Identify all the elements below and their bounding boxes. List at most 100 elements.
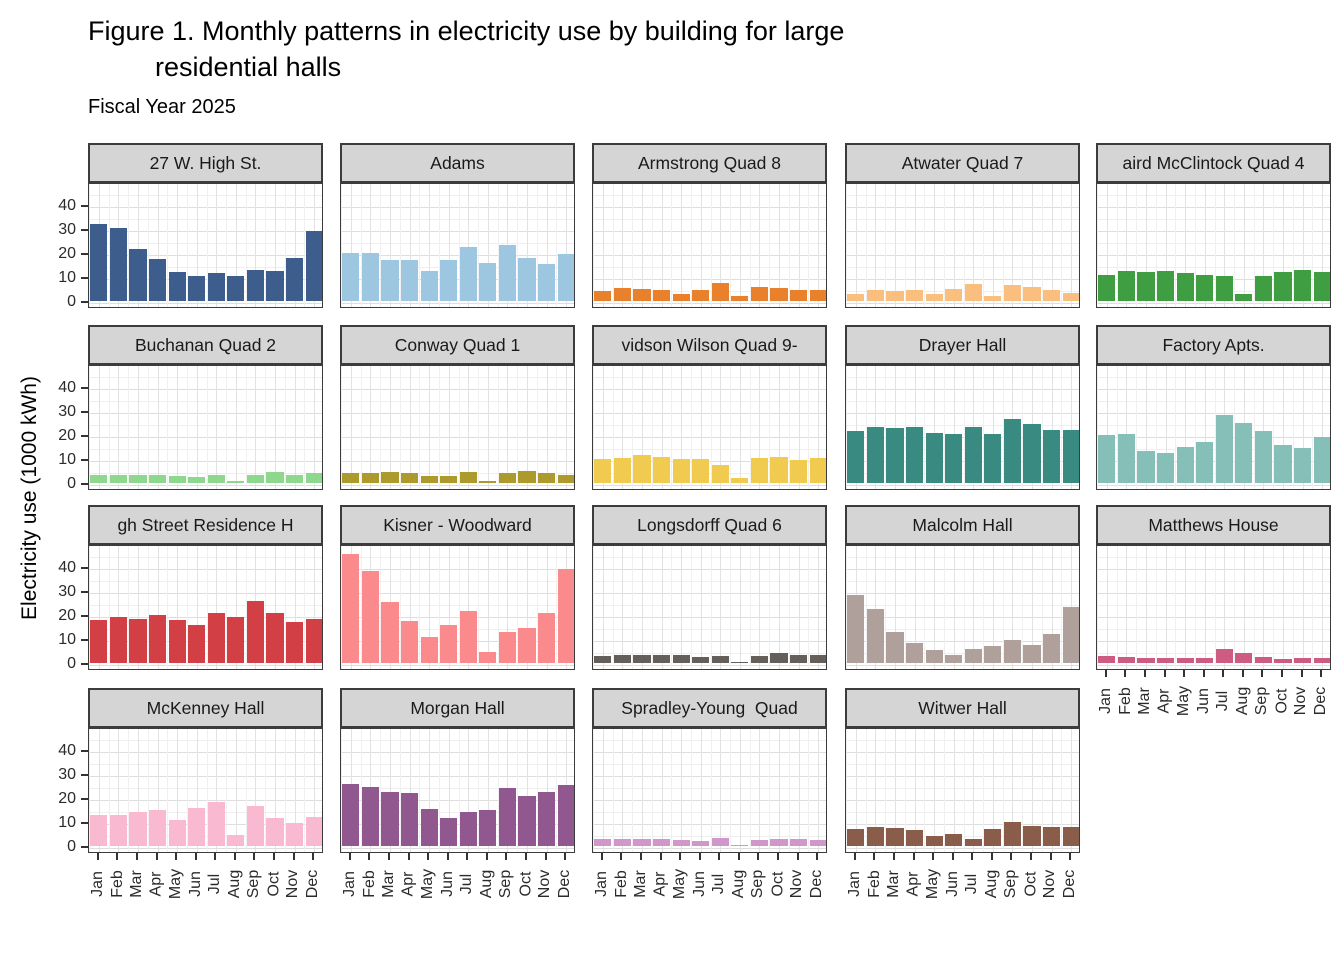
gridline-minor (846, 812, 1079, 813)
facet-strip: 27 W. High St. (88, 143, 323, 183)
y-tick-label: 30 (58, 766, 76, 783)
gridline-v-minor (1194, 184, 1196, 307)
gridline-v-minor (1097, 184, 1098, 307)
gridline-v-major (157, 729, 159, 852)
facet-title: Kisner - Woodward (383, 514, 532, 535)
y-tick-mark (81, 774, 88, 776)
gridline-v-major (779, 366, 781, 489)
gridline-minor (341, 788, 574, 789)
gridline-v-major (216, 546, 218, 669)
gridline-v-major (448, 366, 450, 489)
gridline-v-major (255, 729, 257, 852)
bar-jul (711, 283, 729, 301)
gridline-v-minor (671, 546, 673, 669)
bar-apr (905, 642, 924, 663)
gridline-v-major (1243, 546, 1245, 669)
gridline-v-minor (612, 366, 614, 489)
bar-apr (148, 259, 167, 301)
bar-apr (905, 426, 924, 483)
gridline-v-major (546, 729, 548, 852)
gridline-minor (341, 605, 574, 606)
bar-nov (538, 473, 556, 483)
gridline-minor (846, 401, 1079, 402)
x-tick-label-text: Jan (88, 871, 106, 897)
gridline-v-minor (1292, 366, 1294, 489)
bar-mar (886, 828, 904, 846)
gridline-minor (89, 581, 322, 582)
x-tick-mark (466, 853, 469, 860)
gridline-minor (593, 605, 826, 606)
gridline-v-major (1032, 729, 1034, 852)
y-tick-mark (81, 459, 88, 461)
bar-jan (847, 829, 865, 846)
x-tick-label: Feb (108, 862, 128, 906)
x-tick-label: Jul (710, 862, 730, 906)
x-tick-label: Apr (147, 862, 167, 906)
x-tick-label: Jul (963, 862, 983, 906)
y-tick-mark (81, 483, 88, 485)
y-tick-mark (81, 639, 88, 641)
facet-title: Adams (430, 152, 485, 173)
gridline-v-minor (749, 366, 751, 489)
gridline-v-major (875, 546, 877, 669)
gridline-v-major (118, 366, 120, 489)
gridline-v-minor (556, 184, 558, 307)
bar-jan (90, 814, 108, 846)
gridline-v-major (739, 729, 741, 852)
gridline-major (341, 848, 574, 849)
gridline-major (89, 569, 322, 570)
gridline-v-minor (983, 366, 985, 489)
gridline-v-major (914, 729, 916, 852)
bar-feb (866, 290, 884, 301)
facet-title: Spradley-Young Quad (621, 697, 798, 718)
gridline-v-minor (497, 366, 499, 489)
x-tick-label: Jun (943, 862, 963, 906)
gridline-major (341, 776, 574, 777)
x-tick-label-text: Apr (651, 871, 669, 897)
gridline-v-major (602, 729, 604, 852)
gridline-v-major (177, 366, 179, 489)
gridline-major (593, 303, 826, 304)
gridline-minor (1097, 449, 1330, 450)
bar-jun (188, 477, 206, 483)
gridline-v-major (855, 184, 857, 307)
bar-jun (188, 275, 206, 301)
bar-nov (790, 460, 808, 483)
bar-feb (109, 617, 127, 663)
x-tick-label: Aug (982, 862, 1002, 906)
gridline-v-minor (167, 366, 169, 489)
gridline-v-minor (846, 546, 847, 669)
gridline-v-minor (341, 729, 342, 852)
gridline-v-major (700, 729, 702, 852)
x-tick-label-text: May (167, 868, 185, 900)
bar-nov (1043, 826, 1061, 846)
y-tick-mark (81, 435, 88, 437)
gridline-minor (89, 401, 322, 402)
bar-jun (945, 289, 963, 301)
x-tick-mark (564, 853, 567, 860)
gridline-v-major (196, 729, 198, 852)
bar-aug (479, 262, 497, 301)
bar-sep (750, 457, 769, 483)
y-tick-label: 20 (58, 245, 76, 262)
bar-jan (90, 474, 108, 483)
gridline-v-minor (341, 366, 342, 489)
gridline-v-minor (808, 184, 810, 307)
gridline-minor (593, 581, 826, 582)
gridline-v-minor (1292, 546, 1294, 669)
bar-sep (246, 806, 265, 846)
gridline-major (593, 389, 826, 390)
y-tick-label: 30 (58, 583, 76, 600)
gridline-v-major (275, 366, 277, 489)
gridline-major (89, 848, 322, 849)
bar-nov (1294, 658, 1312, 663)
y-tick-mark (81, 411, 88, 413)
bar-may (672, 293, 690, 301)
gridline-v-minor (769, 546, 771, 669)
gridline-v-minor (341, 184, 342, 307)
bar-may (420, 475, 438, 483)
y-tick-label: 0 (67, 655, 76, 672)
gridline-v-major (314, 546, 316, 669)
gridline-v-major (468, 546, 470, 669)
gridline-v-minor (651, 729, 653, 852)
